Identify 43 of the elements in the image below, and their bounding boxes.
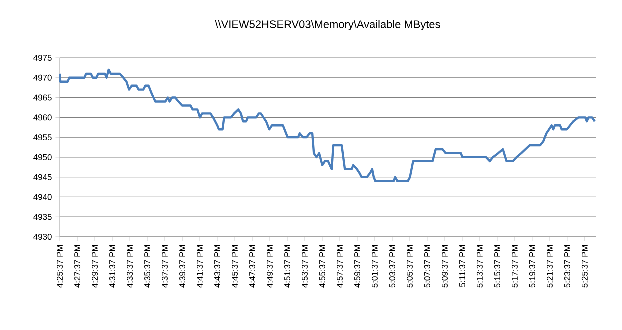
x-tick-label: 5:21:37 PM xyxy=(546,245,553,288)
y-tick-label: 4960 xyxy=(34,114,52,121)
x-tick-label: 5:01:37 PM xyxy=(372,245,378,288)
x-tick-label: 5:13:37 PM xyxy=(476,245,483,288)
x-tick-label: 4:57:37 PM xyxy=(337,245,343,288)
y-tick-label: 4945 xyxy=(34,174,52,180)
chart-title: \\VIEW52HSERV03\Memory\Available MBytes xyxy=(215,20,440,30)
x-tick-label: 5:19:37 PM xyxy=(529,245,536,288)
x-tick-label: 4:29:37 PM xyxy=(92,245,98,288)
x-tick-label: 4:51:37 PM xyxy=(284,245,290,288)
x-tick-label: 5:23:37 PM xyxy=(564,245,570,288)
y-tick-label: 4940 xyxy=(34,194,52,200)
y-tick-label: 4950 xyxy=(34,154,52,160)
x-tick-label: 4:45:37 PM xyxy=(232,245,238,288)
x-tick-label: 5:25:37 PM xyxy=(582,245,588,288)
x-tick-label: 5:03:37 PM xyxy=(390,245,396,288)
x-tick-label: 4:49:37 PM xyxy=(266,245,273,288)
x-tick-label: 5:15:37 PM xyxy=(494,245,500,288)
y-tick-label: 4965 xyxy=(34,94,52,101)
x-tick-label: 4:53:37 PM xyxy=(302,245,308,288)
x-tick-label: 4:31:37 PM xyxy=(110,245,116,288)
x-tick-label: 4:43:37 PM xyxy=(214,245,220,288)
x-tick-label: 4:59:37 PM xyxy=(354,245,360,288)
y-tick-label: 4935 xyxy=(34,214,52,220)
y-tick-label: 4955 xyxy=(34,134,52,141)
x-tick-label: 4:33:37 PM xyxy=(127,245,134,288)
x-tick-label: 5:09:37 PM xyxy=(442,245,448,288)
y-tick-label: 4930 xyxy=(34,234,52,240)
x-tick-label: 5:17:37 PM xyxy=(512,245,518,288)
line-series xyxy=(58,68,596,182)
y-tick-label: 4970 xyxy=(34,74,52,81)
x-tick-label: 5:07:37 PM xyxy=(424,245,430,288)
x-tick-label: 4:25:37 PM xyxy=(57,245,63,288)
x-tick-label: 4:55:37 PM xyxy=(319,245,326,288)
x-tick-label: 4:27:37 PM xyxy=(74,245,81,288)
x-tick-label: 4:47:37 PM xyxy=(250,245,256,288)
x-tick-label: 5:05:37 PM xyxy=(406,245,413,288)
x-tick-label: 4:39:37 PM xyxy=(180,245,186,288)
x-tick-label: 5:11:37 PM xyxy=(459,245,466,288)
y-tick-label: 4975 xyxy=(34,55,52,61)
x-tick-label: 4:35:37 PM xyxy=(144,245,150,288)
x-tick-label: 4:41:37 PM xyxy=(197,245,203,288)
x-tick-label: 4:37:37 PM xyxy=(162,245,168,288)
